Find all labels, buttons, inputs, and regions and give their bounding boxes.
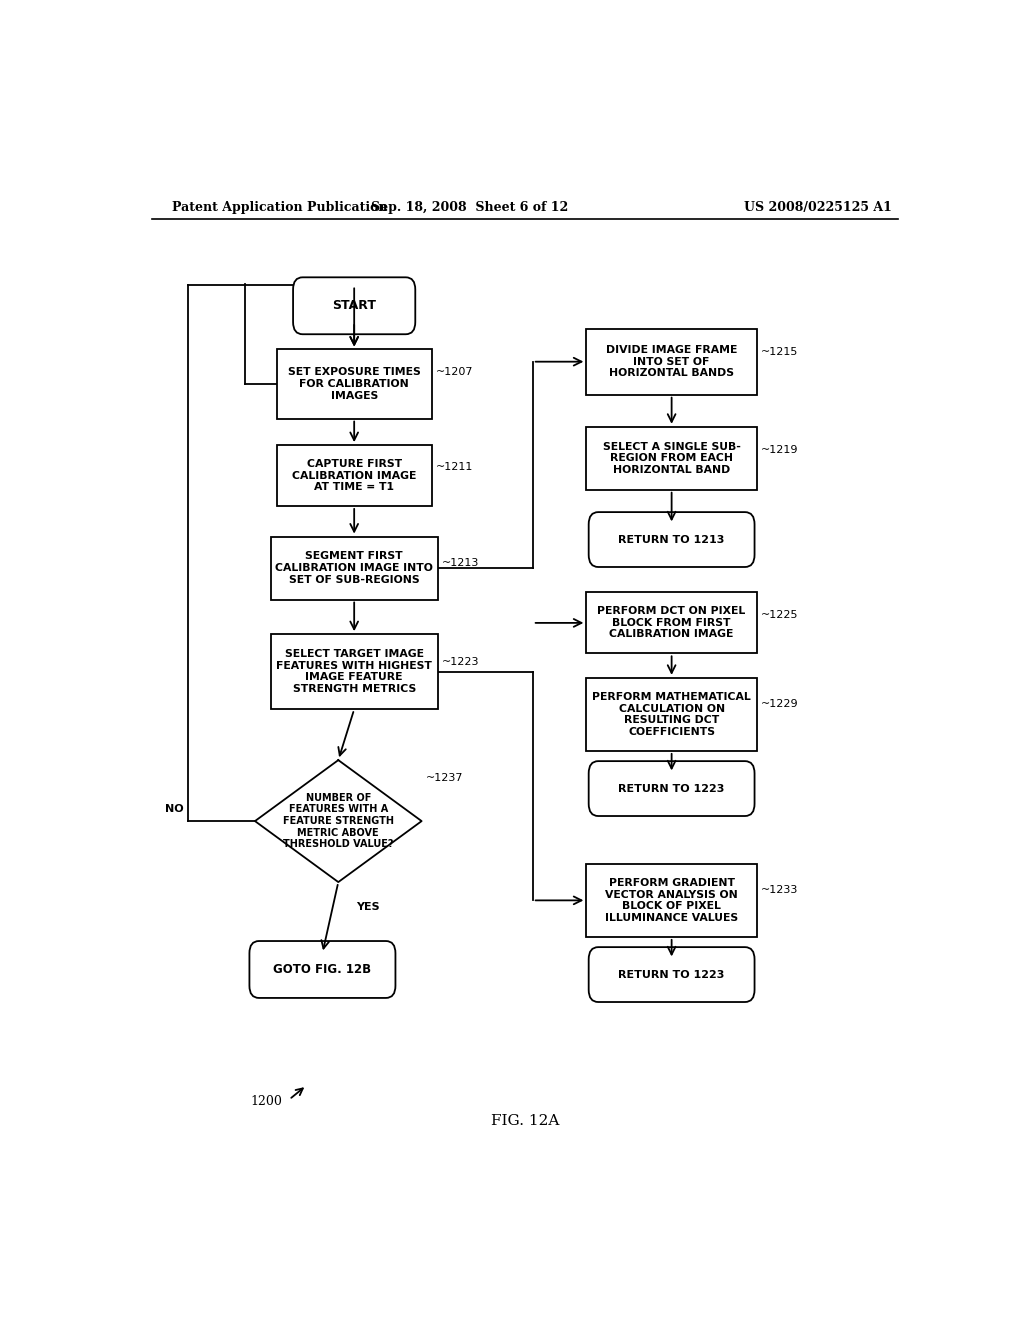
Text: 1200: 1200 (251, 1096, 283, 1107)
Text: Patent Application Publication: Patent Application Publication (172, 201, 387, 214)
Bar (270, 536, 437, 599)
Bar (587, 863, 757, 937)
Text: PERFORM DCT ON PIXEL
BLOCK FROM FIRST
CALIBRATION IMAGE: PERFORM DCT ON PIXEL BLOCK FROM FIRST CA… (597, 606, 745, 639)
FancyBboxPatch shape (589, 762, 755, 816)
Bar (270, 634, 437, 709)
Text: ~1223: ~1223 (441, 656, 479, 667)
Text: SELECT TARGET IMAGE
FEATURES WITH HIGHEST
IMAGE FEATURE
STRENGTH METRICS: SELECT TARGET IMAGE FEATURES WITH HIGHES… (276, 649, 432, 694)
Text: ~1219: ~1219 (761, 445, 799, 455)
Bar (587, 593, 757, 653)
Polygon shape (255, 760, 422, 882)
Text: ~1233: ~1233 (761, 886, 799, 895)
Text: GOTO FIG. 12B: GOTO FIG. 12B (273, 964, 372, 975)
Text: RETURN TO 1223: RETURN TO 1223 (618, 970, 725, 979)
Text: ~1207: ~1207 (435, 367, 473, 376)
Text: DIVIDE IMAGE FRAME
INTO SET OF
HORIZONTAL BANDS: DIVIDE IMAGE FRAME INTO SET OF HORIZONTA… (606, 345, 737, 379)
Text: FIG. 12A: FIG. 12A (490, 1114, 559, 1127)
Text: YES: YES (355, 903, 379, 912)
Bar (587, 329, 757, 395)
Text: ~1213: ~1213 (441, 558, 479, 568)
Text: PERFORM GRADIENT
VECTOR ANALYSIS ON
BLOCK OF PIXEL
ILLUMINANCE VALUES: PERFORM GRADIENT VECTOR ANALYSIS ON BLOC… (605, 878, 738, 923)
Bar (276, 350, 431, 418)
Text: SET EXPOSURE TIMES
FOR CALIBRATION
IMAGES: SET EXPOSURE TIMES FOR CALIBRATION IMAGE… (288, 367, 421, 401)
Text: ~1229: ~1229 (761, 700, 799, 709)
Text: Sep. 18, 2008  Sheet 6 of 12: Sep. 18, 2008 Sheet 6 of 12 (371, 201, 568, 214)
Text: ~1215: ~1215 (761, 347, 799, 356)
Text: ~1237: ~1237 (426, 774, 463, 783)
Bar (587, 677, 757, 751)
Bar (587, 426, 757, 490)
Text: US 2008/0225125 A1: US 2008/0225125 A1 (744, 201, 892, 214)
FancyBboxPatch shape (250, 941, 395, 998)
FancyBboxPatch shape (589, 512, 755, 568)
Text: ~1211: ~1211 (435, 462, 473, 473)
Text: CAPTURE FIRST
CALIBRATION IMAGE
AT TIME = T1: CAPTURE FIRST CALIBRATION IMAGE AT TIME … (292, 459, 417, 492)
FancyBboxPatch shape (589, 948, 755, 1002)
Text: ~1225: ~1225 (761, 610, 799, 620)
Text: RETURN TO 1213: RETURN TO 1213 (618, 535, 725, 545)
FancyBboxPatch shape (293, 277, 416, 334)
Text: NO: NO (165, 804, 183, 814)
Text: PERFORM MATHEMATICAL
CALCULATION ON
RESULTING DCT
COEFFICIENTS: PERFORM MATHEMATICAL CALCULATION ON RESU… (592, 692, 751, 737)
Text: NUMBER OF
FEATURES WITH A
FEATURE STRENGTH
METRIC ABOVE
THRESHOLD VALUE?: NUMBER OF FEATURES WITH A FEATURE STRENG… (283, 793, 394, 849)
Text: START: START (332, 300, 376, 313)
Text: SEGMENT FIRST
CALIBRATION IMAGE INTO
SET OF SUB-REGIONS: SEGMENT FIRST CALIBRATION IMAGE INTO SET… (275, 552, 433, 585)
Bar (276, 445, 431, 506)
Text: SELECT A SINGLE SUB-
REGION FROM EACH
HORIZONTAL BAND: SELECT A SINGLE SUB- REGION FROM EACH HO… (603, 442, 740, 475)
Text: RETURN TO 1223: RETURN TO 1223 (618, 784, 725, 793)
